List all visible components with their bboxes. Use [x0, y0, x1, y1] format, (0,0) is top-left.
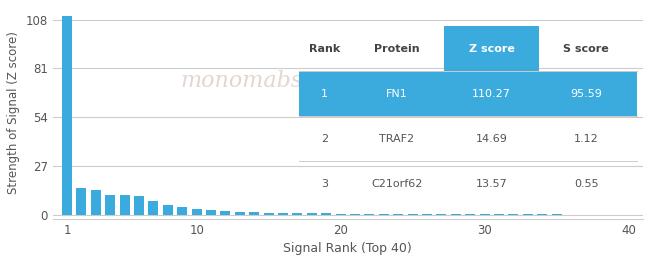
Bar: [494, 214, 504, 215]
Bar: [235, 212, 245, 215]
Text: 3: 3: [321, 179, 328, 189]
Bar: [393, 214, 403, 215]
Text: TRAF2: TRAF2: [380, 134, 415, 144]
Text: 14.69: 14.69: [476, 134, 508, 144]
Bar: [177, 208, 187, 215]
Text: 110.27: 110.27: [472, 89, 511, 99]
Bar: [278, 213, 288, 215]
Text: Rank: Rank: [309, 44, 340, 54]
Bar: [264, 213, 274, 215]
Text: 0.55: 0.55: [574, 179, 599, 189]
Text: FN1: FN1: [386, 89, 408, 99]
Text: Protein: Protein: [374, 44, 420, 54]
Bar: [451, 214, 461, 215]
Bar: [91, 190, 101, 215]
Bar: [408, 214, 418, 215]
Text: 95.59: 95.59: [570, 89, 603, 99]
Bar: [365, 214, 374, 215]
Bar: [422, 214, 432, 215]
Bar: [465, 214, 475, 215]
FancyBboxPatch shape: [299, 71, 637, 116]
Bar: [350, 214, 360, 215]
Bar: [307, 213, 317, 215]
Bar: [192, 209, 202, 215]
Text: monomabs: monomabs: [181, 70, 303, 92]
Text: C21orf62: C21orf62: [371, 179, 422, 189]
Bar: [120, 195, 129, 215]
Bar: [292, 213, 302, 215]
Bar: [436, 214, 447, 215]
Bar: [134, 196, 144, 215]
Bar: [321, 214, 332, 215]
Bar: [523, 214, 533, 215]
Bar: [148, 201, 159, 215]
Bar: [537, 214, 547, 215]
Bar: [508, 214, 519, 215]
Bar: [249, 212, 259, 215]
Bar: [162, 205, 173, 215]
Bar: [335, 214, 346, 215]
Text: Z score: Z score: [469, 44, 515, 54]
Text: 13.57: 13.57: [476, 179, 508, 189]
Bar: [62, 15, 72, 215]
Bar: [76, 188, 86, 215]
Text: S score: S score: [564, 44, 609, 54]
Bar: [206, 210, 216, 215]
Bar: [105, 195, 115, 215]
Y-axis label: Strength of Signal (Z score): Strength of Signal (Z score): [7, 31, 20, 194]
Bar: [480, 214, 489, 215]
Text: 2: 2: [321, 134, 328, 144]
Text: 1: 1: [321, 89, 328, 99]
Bar: [379, 214, 389, 215]
FancyBboxPatch shape: [445, 26, 539, 71]
Text: 1.12: 1.12: [574, 134, 599, 144]
Bar: [220, 211, 231, 215]
X-axis label: Signal Rank (Top 40): Signal Rank (Top 40): [283, 242, 412, 255]
